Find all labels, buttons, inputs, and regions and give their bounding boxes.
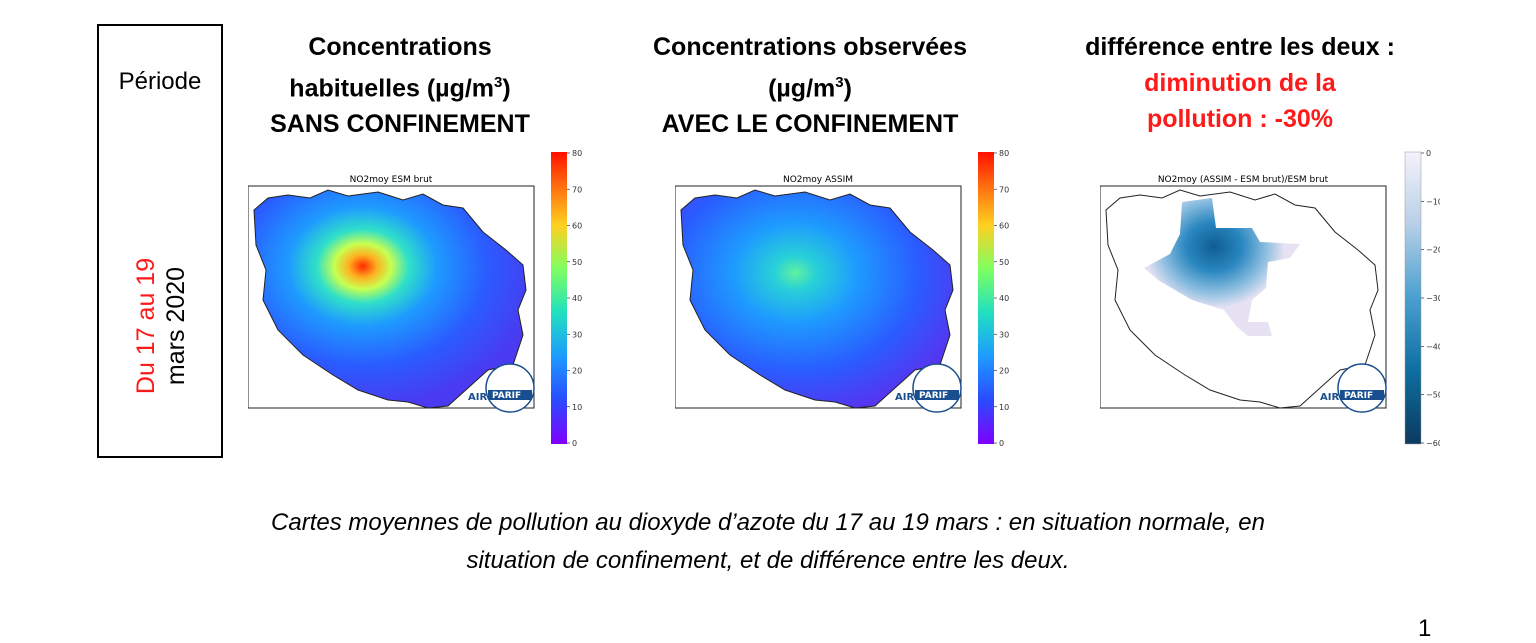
- colorbar-tick-label: 80: [999, 150, 1009, 158]
- airparif-logo-parif: PARIF: [1344, 391, 1373, 401]
- heading-with-lockdown: Concentrations observées (µg/m3) AVEC LE…: [625, 29, 995, 142]
- colorbar-tick-label: −50: [1426, 391, 1440, 400]
- period-dates-line1: Du 17 au 19: [132, 257, 160, 395]
- airparif-logo-bar: [488, 390, 532, 400]
- colorbar-tick-label: 20: [572, 367, 582, 376]
- colorbar-tick-label: 30: [999, 330, 1009, 339]
- colorbar-tick-label: −30: [1426, 294, 1440, 303]
- airparif-logo-air: AIR: [468, 392, 487, 403]
- figure-caption: Cartes moyennes de pollution au dioxyde …: [0, 504, 1536, 580]
- colorbar-tick-label: 0: [1426, 150, 1431, 158]
- colorbar-tick-label: −20: [1426, 246, 1440, 255]
- colorbar-tick-label: −10: [1426, 197, 1440, 206]
- colorbar-tick-label: 80: [572, 150, 582, 158]
- caption-line1: Cartes moyennes de pollution au dioxyde …: [271, 509, 1265, 536]
- colorbar-3-ticks: 0 −10 −20 −30 −40 −50 −60: [1421, 149, 1443, 448]
- map-2-figure: NO2moy ASSIM AIR PARIF 80 70 60 50 40 30 20 10 0: [674, 149, 1009, 448]
- colorbar-1: [551, 152, 567, 444]
- airparif-logo-air: AIR: [895, 392, 914, 403]
- colorbar-tick-label: 60: [572, 222, 582, 231]
- page-number: 1: [1418, 615, 1432, 642]
- colorbar-tick-label: 70: [999, 185, 1009, 194]
- colorbar-tick-label: 50: [572, 258, 582, 267]
- map-panel-3: NO2moy (ASSIM - ESM brut)/ESM brut AIR P…: [1099, 149, 1443, 450]
- colorbar-tick-label: 10: [572, 403, 582, 412]
- heading-1-line3: SANS CONFINEMENT: [270, 110, 530, 139]
- map-1-title: NO2moy ESM brut: [350, 175, 433, 185]
- heading-2-line3: AVEC LE CONFINEMENT: [661, 110, 959, 139]
- map-3-difference-area: [1144, 198, 1300, 336]
- period-dates-line2: mars 2020: [162, 266, 190, 386]
- airparif-logo-circle: [912, 363, 962, 413]
- colorbar-tick-label: 40: [999, 294, 1009, 303]
- colorbar-3: [1404, 151, 1422, 445]
- heading-1-line1: Concentrations: [308, 33, 492, 61]
- map-1-figure: NO2moy ESM brut AIR PARIF 80 70 60 50 40 30 20…: [247, 149, 582, 448]
- airparif-logo-bar: [915, 390, 959, 400]
- period-dates: Du 17 au 19 mars 2020: [131, 258, 191, 394]
- map-2-region: [680, 189, 954, 409]
- caption-line2: situation de confinement, et de différen…: [466, 547, 1070, 574]
- colorbar-tick-label: −60: [1426, 439, 1440, 448]
- map-2-title: NO2moy ASSIM: [783, 175, 853, 185]
- colorbar-tick-label: 0: [572, 439, 577, 448]
- heading-1-line2: habituelles (µg/m3): [289, 74, 511, 103]
- heading-3-line1: différence entre les deux :: [1085, 33, 1395, 61]
- heading-3-line3: pollution : -30%: [1146, 105, 1334, 133]
- map-3-title: NO2moy (ASSIM - ESM brut)/ESM brut: [1158, 175, 1329, 185]
- airparif-logo-bar: [1340, 390, 1384, 400]
- colorbar-tick-label: 20: [999, 367, 1009, 376]
- colorbar-tick-label: 40: [572, 294, 582, 303]
- map-2-logo: AIR PARIF: [895, 363, 962, 413]
- colorbar-tick-label: 30: [572, 330, 582, 339]
- period-box: Période Du 17 au 19 mars 2020: [97, 24, 223, 458]
- airparif-logo-circle: [485, 363, 535, 413]
- colorbar-tick-label: 10: [999, 403, 1009, 412]
- map-3-figure: NO2moy (ASSIM - ESM brut)/ESM brut AIR P…: [1099, 149, 1443, 448]
- period-label: Période: [118, 68, 202, 95]
- colorbar-2-ticks: 80 70 60 50 40 30 20 10 0: [994, 149, 1009, 448]
- colorbar-tick-label: −40: [1426, 342, 1440, 351]
- colorbar-2: [978, 152, 994, 444]
- airparif-logo-circle: [1337, 363, 1387, 413]
- map-3-logo: AIR PARIF: [1320, 363, 1387, 413]
- colorbar-tick-label: 60: [999, 222, 1009, 231]
- map-1-logo: AIR PARIF: [468, 363, 535, 413]
- heading-3-line2: diminution de la: [1144, 69, 1336, 97]
- map-panel-1: NO2moy ESM brut AIR PARIF 80 70 60 50 40 30 20…: [247, 149, 588, 450]
- heading-2-line1: Concentrations observées: [653, 33, 967, 61]
- colorbar-tick-label: 50: [999, 258, 1009, 267]
- airparif-logo-parif: PARIF: [492, 391, 521, 401]
- airparif-logo-parif: PARIF: [919, 391, 948, 401]
- colorbar-1-ticks: 80 70 60 50 40 30 20 10 0: [567, 149, 582, 448]
- heading-2-line2: (µg/m3): [768, 74, 852, 103]
- heading-difference: différence entre les deux : diminution d…: [1050, 29, 1430, 137]
- colorbar-tick-label: 0: [999, 439, 1004, 448]
- airparif-logo-air: AIR: [1320, 392, 1339, 403]
- map-1-region: [253, 189, 527, 409]
- map-panel-2: NO2moy ASSIM AIR PARIF 80 70 60 50 40 30 20 10 0: [674, 149, 1015, 450]
- colorbar-tick-label: 70: [572, 185, 582, 194]
- heading-without-lockdown: Concentrations habituelles (µg/m3) SANS …: [250, 29, 550, 142]
